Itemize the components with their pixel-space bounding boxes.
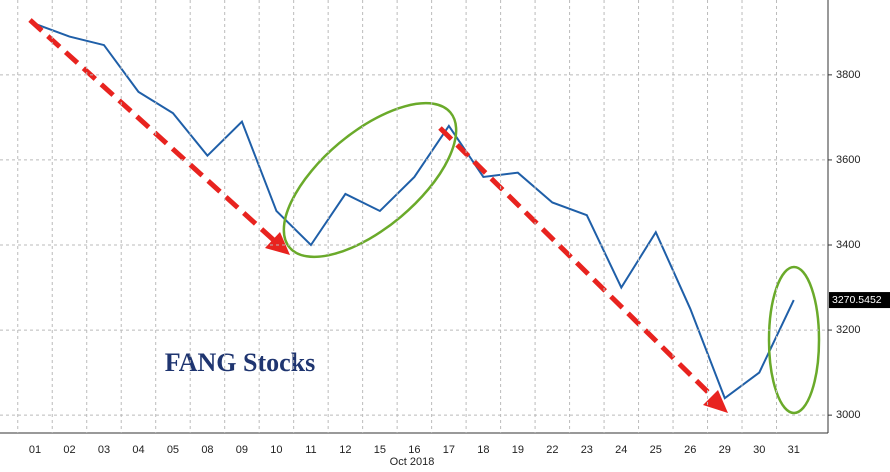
x-tick-label: 18 <box>477 444 489 456</box>
highlight-ellipse <box>282 101 458 259</box>
x-tick-label: 11 <box>305 444 316 456</box>
highlight-ellipse <box>767 265 821 415</box>
x-axis-label: Oct 2018 <box>390 456 435 468</box>
x-tick-label: 25 <box>650 444 662 456</box>
y-tick-label: 3000 <box>836 409 860 421</box>
arrow-head <box>703 390 728 413</box>
y-tick-label: 3400 <box>836 239 860 251</box>
annotation-shapes <box>28 18 821 415</box>
price-line <box>34 22 795 400</box>
x-tick-label: 22 <box>546 444 558 456</box>
x-tick-label: 10 <box>270 444 282 456</box>
trend-arrow <box>28 18 280 246</box>
arrow-head <box>265 232 290 255</box>
x-tick-label: 03 <box>98 444 110 456</box>
x-tick-label: 02 <box>63 444 75 456</box>
x-tick-label: 05 <box>167 444 179 456</box>
x-tick-label: 24 <box>615 444 627 456</box>
x-tick-label: 30 <box>753 444 765 456</box>
trend-arrow <box>438 126 720 404</box>
y-tick-label: 3800 <box>836 69 860 81</box>
annotation: FANG Stocks <box>165 348 315 377</box>
x-tick-label: 16 <box>408 444 420 456</box>
y-tick-label: 3200 <box>836 324 860 336</box>
x-tick-label: 04 <box>132 444 144 456</box>
last-value-label: 3270.5452 <box>832 294 882 306</box>
x-tick-label: 26 <box>684 444 696 456</box>
x-tick-label: 01 <box>29 444 41 456</box>
x-tick-label: 08 <box>201 444 213 456</box>
x-tick-label: 12 <box>339 444 351 456</box>
x-tick-label: 15 <box>374 444 386 456</box>
x-tick-label: 19 <box>512 444 524 456</box>
x-tick-label: 29 <box>719 444 731 456</box>
marks <box>34 22 795 400</box>
y-tick-label: 3600 <box>836 154 860 166</box>
x-tick-label: 17 <box>443 444 455 456</box>
x-tick-label: 23 <box>581 444 593 456</box>
x-tick-label: 09 <box>236 444 248 456</box>
last-value-box <box>829 292 890 309</box>
x-tick-label: 31 <box>788 444 800 456</box>
